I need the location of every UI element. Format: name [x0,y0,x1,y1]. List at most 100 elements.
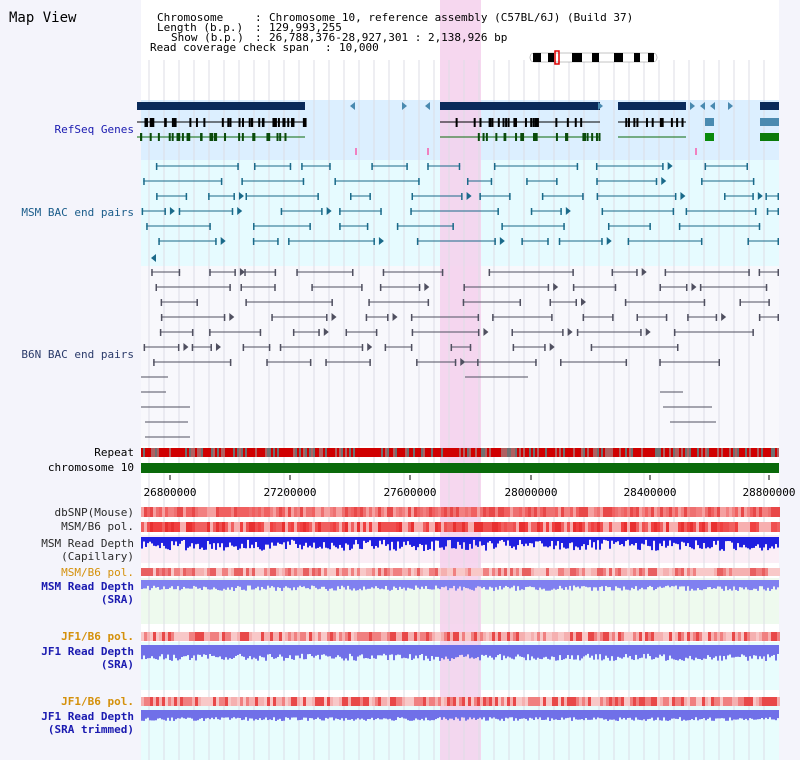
track-label-msm-pol-sra[interactable]: MSM/B6 pol. [61,566,134,579]
jf1-pol-trim-cell [390,697,393,706]
jf1-pol-cell [762,632,765,641]
jf1-trim-depth-bar [537,710,539,720]
msm-pol-cell [549,522,552,532]
msm-sra-depth-bar [731,580,733,591]
dbsnp-cell [747,507,750,517]
jf1-pol-trim-cell [150,697,153,706]
msm-pol-sra-cell [393,568,396,576]
jf1-pol-trim-cell [531,697,534,706]
exon [488,118,491,127]
jf1-pol-cell [357,632,360,641]
msm-sra-depth-bar [145,580,147,589]
msm-pol-sra-cell [426,568,429,576]
msm-pol-sra-cell [159,568,162,576]
msm-bac-pair [151,254,156,262]
jf1-sra-depth-bar [367,645,369,659]
track-label-repeat[interactable]: Repeat [94,446,134,459]
jf1-trim-depth-bar [269,710,271,720]
msm-cap-depth-bar [243,537,245,549]
repeat-segment [467,448,469,457]
repeat-segment [289,448,291,457]
msm-sra-depth-bar [535,580,537,590]
dbsnp-cell [603,507,606,517]
jf1-pol-cell [387,632,390,641]
msm-bac-pair [576,163,579,170]
msm-cap-depth-bar [665,537,667,548]
jf1-sra-depth-bar [163,645,165,660]
jf1-trim-depth-bar [337,710,339,720]
repeat-segment [539,448,541,457]
track-label-b6n-bac[interactable]: B6N BAC end pairs [21,348,134,361]
track-label-refseq[interactable]: RefSeq Genes [54,123,134,136]
dbsnp-cell [405,507,408,517]
track-label-msm-depth-cap[interactable]: MSM Read Depth [41,537,134,550]
msm-cap-depth-bar [399,537,401,549]
jf1-trim-depth-bar [275,710,277,721]
dbsnp-cell [540,507,543,517]
track-label-jf1-trim[interactable]: JF1 Read Depth [41,710,134,723]
msm-sra-depth-bar [379,580,381,590]
msm-cap-depth-bar [273,537,275,546]
jf1-trim-depth-bar [483,710,485,718]
jf1-sra-depth-bar [741,645,743,655]
dbsnp-cell [183,507,186,517]
jf1-sra-depth-bar [203,645,205,655]
track-label-msm-bac[interactable]: MSM BAC end pairs [21,206,134,219]
dbsnp-cell [252,507,255,517]
repeat-segment [293,448,295,457]
msm-sra-depth-bar [425,580,427,587]
repeat-segment [589,448,591,457]
msm-cap-depth-bar [707,537,709,548]
msm-sra-depth-bar [495,580,497,588]
repeat-segment [195,448,197,457]
repeat-segment [741,448,743,457]
msm-sra-depth-bar [725,580,727,587]
jf1-trim-depth-bar [243,710,245,720]
msm-cap-depth-bar [443,537,445,550]
jf1-pol-cell [294,632,297,641]
track-label-msm-pol[interactable]: MSM/B6 pol. [61,520,134,533]
track-label-dbsnp[interactable]: dbSNP(Mouse) [54,506,134,519]
jf1-pol-trim-cell [642,697,645,706]
msm-pol-cell [333,522,336,532]
jf1-trim-depth-bar [765,710,767,718]
track-label-msm-depth-sra[interactable]: MSM Read Depth [41,580,134,593]
jf1-sra-depth-bar [551,645,553,657]
jf1-sra-depth-bar [475,645,477,659]
msm-sra-depth-bar [691,580,693,589]
ideogram-band [572,53,582,62]
msm-sra-depth-bar [753,580,755,589]
msm-sra-depth-bar [527,580,529,587]
track-label-jf1-pol-trim[interactable]: JF1/B6 pol. [61,695,134,708]
track-label-chromosome[interactable]: chromosome 10 [47,461,134,474]
msm-pol-sra-cell [255,568,258,576]
jf1-trim-depth-bar [661,710,663,721]
jf1-pol-cell [555,632,558,641]
b6n-bac-pair [765,284,768,291]
dbsnp-cell [207,507,210,517]
jf1-trim-depth-bar [467,710,469,720]
repeat-segment [701,448,703,457]
jf1-trim-depth-bar [697,710,699,721]
jf1-pol-cell [336,632,339,641]
dbsnp-cell [381,507,384,517]
jf1-pol-cell [195,632,198,641]
track-label-jf1-pol[interactable]: JF1/B6 pol. [61,630,134,643]
msm-cap-depth-bar [625,537,627,541]
msm-pol-cell [699,522,702,532]
track-label-jf1-depth[interactable]: JF1 Read Depth [41,645,134,658]
msm-pol-sra-cell [234,568,237,576]
msm-cap-depth-bar [697,537,699,546]
repeat-segment [437,448,439,457]
msm-sra-depth-bar [709,580,711,588]
msm-pol-cell [519,522,522,532]
repeat-segment [475,448,477,457]
msm-pol-cell [252,522,255,532]
msm-sra-depth-bar [741,580,743,588]
msm-sra-depth-bar [243,580,245,590]
exon [681,118,684,127]
repeat-segment [231,448,233,457]
msm-cap-depth-bar [717,537,719,541]
repeat-segment [261,448,263,457]
repeat-segment [641,448,643,457]
